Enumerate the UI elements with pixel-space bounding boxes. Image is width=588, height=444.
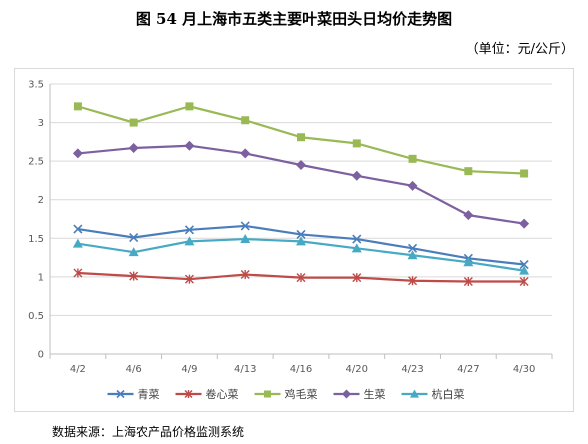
y-tick-label-1: 0.5 — [28, 311, 44, 322]
data-point-4-0 — [72, 238, 83, 248]
y-tick-label-3: 1.5 — [28, 234, 44, 245]
legend-label-3: 生菜 — [364, 387, 386, 401]
data-point-4-3 — [240, 234, 251, 244]
data-point-3-3 — [240, 148, 251, 159]
data-point-3-6 — [407, 180, 418, 191]
y-tick-label-5: 2.5 — [28, 157, 44, 168]
y-tick-label-4: 2 — [38, 195, 44, 206]
legend-label-4: 杭白菜 — [432, 387, 465, 401]
data-point-2-0 — [73, 102, 82, 111]
data-point-2-7 — [464, 167, 473, 176]
unit-label: （单位：元/公斤） — [465, 42, 574, 57]
legend-marker-4 — [410, 389, 419, 398]
legend-marker-3 — [342, 389, 351, 399]
data-point-2-3 — [241, 116, 250, 125]
data-point-2-2 — [185, 102, 194, 111]
data-point-2-5 — [352, 139, 361, 148]
data-point-4-8 — [519, 265, 530, 275]
data-point-1-4 — [296, 273, 306, 283]
x-tick-label-7: 4/27 — [457, 364, 479, 375]
chart-frame — [14, 68, 574, 412]
x-tick-label-6: 4/23 — [401, 364, 423, 375]
data-point-0-1 — [129, 232, 139, 243]
data-point-1-0 — [73, 268, 83, 278]
x-tick-label-3: 4/13 — [234, 364, 256, 375]
data-point-0-4 — [296, 229, 306, 239]
x-tick-label-4: 4/16 — [290, 364, 312, 375]
data-point-3-4 — [296, 160, 306, 170]
data-point-0-6 — [407, 243, 418, 253]
data-point-4-5 — [351, 243, 362, 253]
source-note: 数据来源：上海农产品价格监测系统 — [52, 425, 245, 439]
legend-label-2: 鸡毛菜 — [285, 387, 318, 401]
data-point-3-0 — [72, 148, 83, 159]
data-point-1-1 — [129, 271, 139, 281]
data-point-4-4 — [296, 236, 306, 246]
data-point-3-1 — [128, 143, 139, 154]
data-point-2-1 — [129, 118, 138, 127]
data-point-2-6 — [408, 154, 417, 163]
data-point-2-8 — [520, 169, 529, 178]
data-point-3-5 — [351, 170, 362, 181]
data-point-1-7 — [463, 276, 473, 286]
data-point-1-8 — [519, 276, 529, 286]
legend-marker-1 — [184, 390, 193, 398]
data-point-4-1 — [128, 247, 139, 257]
y-tick-label-7: 3.5 — [28, 80, 44, 91]
data-point-3-2 — [184, 140, 195, 151]
x-tick-label-1: 4/6 — [126, 364, 142, 375]
chart-title: 图 54 月上海市五类主要叶菜田头日均价走势图 — [135, 10, 453, 28]
legend-marker-2 — [264, 390, 271, 398]
data-point-1-5 — [352, 273, 362, 283]
data-point-4-2 — [184, 236, 195, 246]
data-point-1-2 — [184, 274, 194, 284]
data-point-0-2 — [184, 225, 195, 235]
legend-label-0: 青菜 — [138, 388, 160, 401]
data-point-0-8 — [519, 259, 529, 270]
data-point-1-3 — [240, 270, 250, 280]
data-point-3-7 — [463, 210, 474, 221]
data-point-0-0 — [73, 224, 83, 234]
y-tick-label-2: 1 — [38, 272, 44, 283]
x-tick-label-5: 4/20 — [346, 364, 368, 375]
data-point-0-5 — [352, 234, 362, 244]
line-chart: 0 0.5 1 1.5 2 2.5 3 3.5 4/2 4/6 4/9 4/13 4/16 4/20 4/2… — [28, 80, 553, 401]
x-tick-label-2: 4/9 — [181, 364, 197, 375]
x-tick-label-0: 4/2 — [70, 364, 86, 375]
series-line-3 — [77, 144, 525, 225]
data-point-0-3 — [240, 221, 250, 231]
data-point-1-6 — [408, 276, 418, 286]
data-point-3-8 — [519, 218, 530, 229]
y-tick-label-6: 3 — [38, 118, 44, 129]
legend-label-1: 卷心菜 — [206, 387, 239, 401]
data-point-4-6 — [407, 250, 418, 260]
data-point-4-7 — [463, 257, 474, 267]
x-tick-label-8: 4/30 — [513, 364, 535, 375]
y-tick-label-0: 0 — [38, 350, 44, 361]
legend-marker-0 — [116, 389, 125, 399]
data-point-2-4 — [297, 133, 305, 142]
